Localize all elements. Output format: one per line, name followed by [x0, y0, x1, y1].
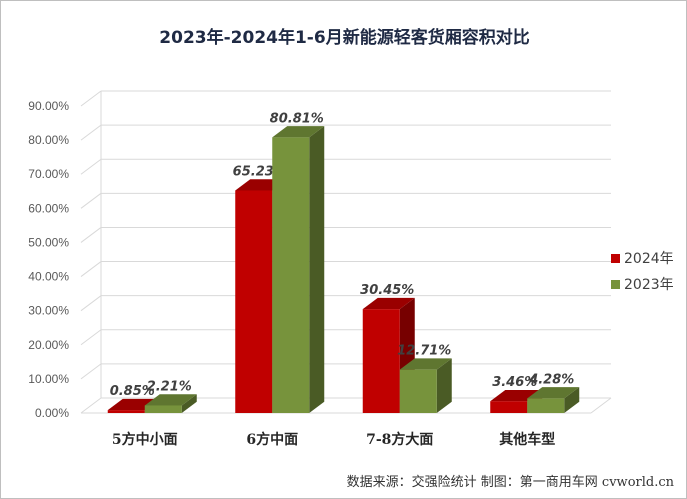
data-label: 2.21%: [147, 379, 192, 394]
chart-title: 2023年-2024年1-6月新能源轻客货厢容积对比: [159, 28, 530, 48]
bar: [399, 369, 437, 413]
y-tick-label: 70.00%: [28, 167, 69, 181]
floor-right-edge: [590, 397, 612, 414]
data-label: 3.46%: [492, 375, 537, 390]
y-tick-label: 30.00%: [28, 304, 69, 318]
y-tick-label: 40.00%: [28, 270, 69, 284]
gridline-side: [80, 90, 102, 107]
legend-label-2023: 2023年: [624, 277, 674, 293]
legend-label-2024: 2024年: [624, 251, 674, 267]
bar-side: [309, 126, 325, 413]
gridline-side: [80, 363, 102, 380]
legend-swatch-2024: [611, 253, 620, 263]
data-label: 12.71%: [397, 344, 451, 359]
bar: [107, 410, 145, 413]
bar: [272, 137, 310, 413]
x-tick-label: 5方中小面: [112, 431, 178, 448]
gridline-side: [80, 124, 102, 141]
y-tick-label: 0.00%: [35, 406, 69, 420]
bar: [490, 401, 528, 413]
gridline-side: [80, 261, 102, 277]
y-tick-label: 10.00%: [28, 372, 69, 386]
data-label: 30.45%: [360, 283, 414, 298]
data-label: 0.85%: [110, 384, 155, 399]
legend: 2024年 2023年: [611, 245, 674, 297]
data-label: 80.81%: [270, 111, 324, 126]
gridline-side: [80, 192, 102, 209]
bar-top: [144, 394, 197, 406]
legend-item-2023: 2023年: [611, 271, 674, 297]
x-tick-label: 6方中面: [246, 431, 298, 448]
bar-top: [362, 297, 415, 310]
source-note: 数据来源：交强险统计 制图：第一商用车网 cvworld.cn: [346, 475, 674, 490]
x-tick-label: 7-8方大面: [366, 431, 433, 448]
bar: [362, 309, 400, 413]
gridline-side: [80, 329, 102, 346]
gridline-side: [80, 158, 102, 175]
bar-side: [564, 387, 580, 413]
legend-item-2024: 2024年: [611, 245, 674, 271]
bar-side: [436, 358, 452, 413]
data-label: 4.28%: [528, 372, 574, 387]
bar-top: [527, 387, 580, 399]
y-tick-label: 80.00%: [28, 133, 69, 147]
gridline-side: [80, 397, 102, 414]
y-tick-label: 50.00%: [28, 235, 69, 249]
y-tick-label: 60.00%: [28, 201, 69, 215]
x-tick-label: 其他车型: [499, 431, 555, 448]
bar-top: [272, 126, 325, 138]
bar: [527, 398, 565, 413]
bar-top: [399, 358, 452, 370]
gridline-side: [80, 295, 102, 312]
gridline-side: [80, 227, 102, 243]
bar-side: [181, 394, 197, 413]
legend-swatch-2023: [611, 279, 620, 289]
y-tick-label: 20.00%: [28, 338, 69, 352]
bar: [144, 405, 182, 413]
bar: [235, 190, 273, 413]
y-tick-label: 90.00%: [28, 99, 69, 113]
